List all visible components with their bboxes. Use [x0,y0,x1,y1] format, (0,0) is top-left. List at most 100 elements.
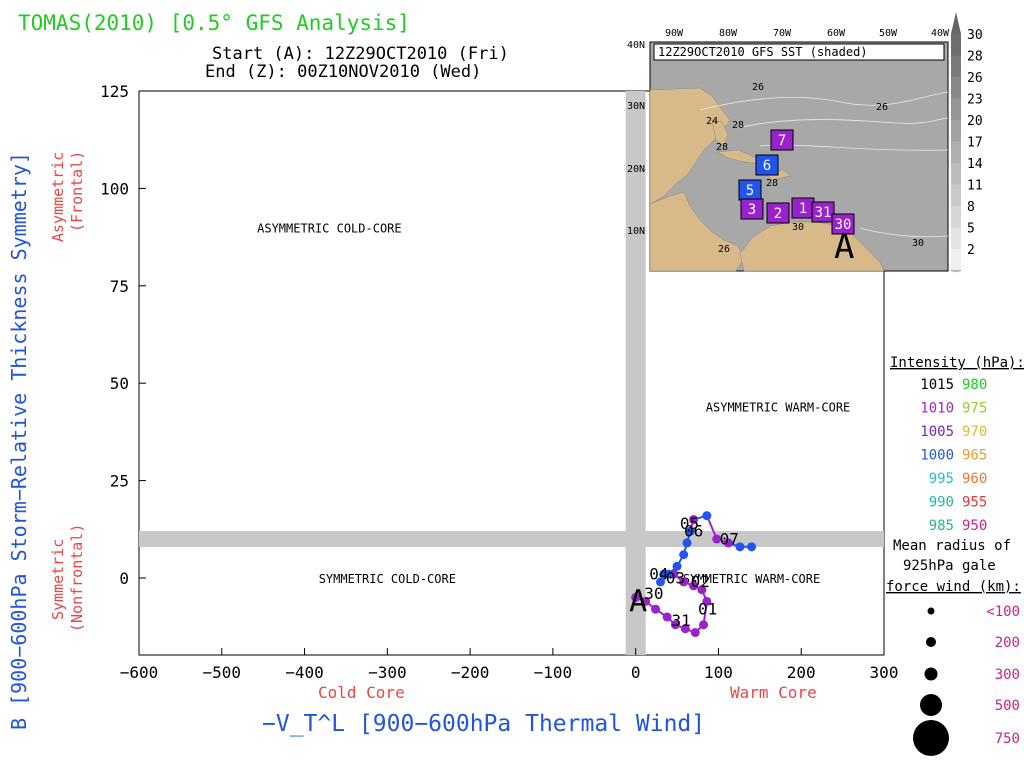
inset-lon-label: 80W [719,28,738,39]
track-point [664,569,674,579]
inset-position-label: 1 [799,201,807,217]
symmetric-label: Symmetric [49,539,67,620]
quadrant-label: ASYMMETRIC WARM-CORE [706,401,851,415]
intensity-value: 975 [962,401,987,417]
inset-position-label: 6 [763,158,771,174]
sst-scale-swatch [951,77,961,99]
track-point [672,561,682,571]
inset-lat-label: 20N [627,164,645,175]
track-label: 07 [720,529,739,548]
inset-lat-label: 40N [627,40,645,51]
inset-lat-label: 10N [627,226,645,237]
sst-scale-label: 5 [967,222,975,237]
sst-scale-label: 28 [967,50,983,65]
track-point [697,585,707,595]
sst-contour-label: 28 [732,120,744,131]
inset-title: 12Z29OCT2010 GFS SST (shaded) [658,45,868,59]
inset-position-box [770,129,794,151]
inset-land-central-america [649,191,745,272]
track-point [682,538,692,548]
track-point [735,542,745,552]
track-point [689,515,699,525]
intensity-value: 990 [929,495,954,511]
quadrant-label: SYMMETRIC WARM-CORE [683,572,820,586]
inset-sst-contour-labels: 26 26 28 28 30 26 28 30 24 [706,82,924,255]
nonfrontal-label: (Nonfrontal) [68,524,86,632]
cold-core-label: Cold Core [318,683,405,702]
inset-start-marker: A [834,227,854,267]
sst-color-scale: 30 28 26 23 20 17 14 11 8 5 2 [950,12,983,273]
sst-contour-label: 26 [876,102,888,113]
track-label: 31 [672,611,691,630]
sst-contour-label: 28 [716,142,728,153]
y-axis-label: B [900−600hPa Storm−Relative Thickness S… [7,152,31,730]
radius-legend-dot [924,667,938,681]
quadrant-label: SYMMETRIC COLD-CORE [319,572,456,586]
inset-position-box [831,213,855,235]
radius-legend-dot [913,720,949,756]
x-tick-label: 200 [787,663,816,682]
sst-contour-label: 28 [766,178,778,189]
lower-side-label: Symmetric (Nonfrontal) [49,524,86,632]
sst-scale-label: 17 [967,136,983,151]
sst-scale-top-arrow [951,12,961,34]
sst-scale-label: 30 [967,28,983,43]
intensity-value: 965 [962,448,987,464]
x-tick-label: 100 [704,663,733,682]
y-axis-ticks: 0 25 50 75 100 125 [100,82,146,588]
quadrant-labels: ASYMMETRIC COLD-CORE ASYMMETRIC WARM-CORE… [257,221,850,586]
track-point [747,542,757,552]
track-point [685,526,695,536]
sst-contour-label: 30 [792,222,804,233]
sst-scale-label: 23 [967,93,983,108]
track-label: A [629,584,647,619]
x-axis-label: −V_T^L [900−600hPa Thermal Wind] [262,711,705,737]
x-tick-label: −200 [451,663,490,682]
sst-scale-swatch [951,184,961,206]
inset-position-label: 7 [778,133,786,149]
track-point [712,534,722,544]
track-label: 06 [684,522,703,541]
inset-latitude-labels: 40N 30N 20N 10N [627,40,645,237]
frontal-label: (Frontal) [68,151,86,232]
sst-scale-label: 8 [967,200,975,215]
inset-longitude-labels: 90W 80W 70W 60W 50W 40W [665,28,950,39]
radius-legend-label: <100 [986,604,1020,620]
track-point [656,577,665,587]
figure-title: TOMAS(2010) [0.5° GFS Analysis] [18,11,410,35]
inset-lon-label: 50W [879,28,898,39]
x-tick-label: −500 [203,663,242,682]
inset-position-label: 30 [835,217,852,233]
track-label: 04 [649,564,668,583]
track-point [641,596,651,606]
x-tick-label: −300 [368,663,407,682]
sst-scale-label: 20 [967,114,983,129]
intensity-value: 1010 [920,401,954,417]
inset-lon-label: 60W [827,28,846,39]
radius-legend-label: 750 [995,731,1020,747]
inset-land-florida [711,119,729,147]
sst-scale-swatch [951,249,961,271]
sst-scale-swatch [951,141,961,163]
intensity-value: 950 [962,518,987,534]
intensity-value: 960 [962,471,987,487]
sst-scale-bottom-arrow [950,270,962,273]
radius-legend-title-line3: force wind (km): [886,579,1021,595]
inset-land-north-america [649,87,731,205]
track-point [670,620,680,630]
sst-scale-swatch [951,206,961,228]
inset-position-box [811,201,835,223]
inset-title-box [653,43,945,61]
x-tick-label: −400 [285,663,324,682]
x-tick-label: 300 [870,663,899,682]
intensity-value: 970 [962,424,987,440]
vertical-threshold-band [625,91,646,655]
threshold-bands [139,91,884,655]
intensity-value: 985 [929,518,954,534]
track-point [689,581,699,591]
intensity-value: 1005 [920,424,954,440]
start-time: Start (A): 12Z29OCT2010 (Fri) [212,44,509,64]
inset-position-label: 2 [774,206,782,222]
